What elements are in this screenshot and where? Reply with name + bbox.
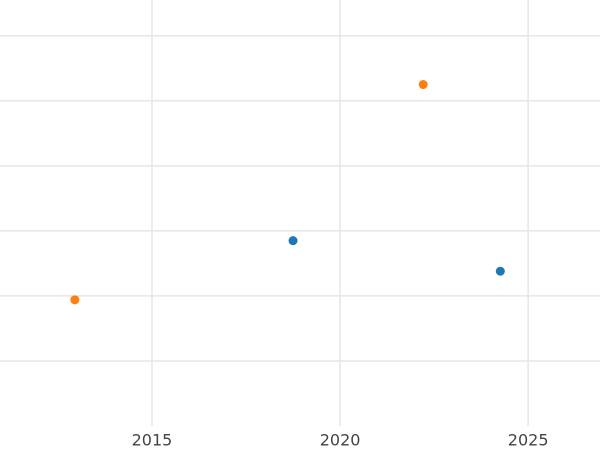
point xyxy=(288,236,298,246)
point xyxy=(70,295,80,305)
point xyxy=(495,266,505,276)
x-tick-label: 2015 xyxy=(132,431,173,450)
x-tick-label: 2020 xyxy=(320,431,361,450)
point xyxy=(418,80,428,90)
x-tick-label: 2025 xyxy=(508,431,549,450)
